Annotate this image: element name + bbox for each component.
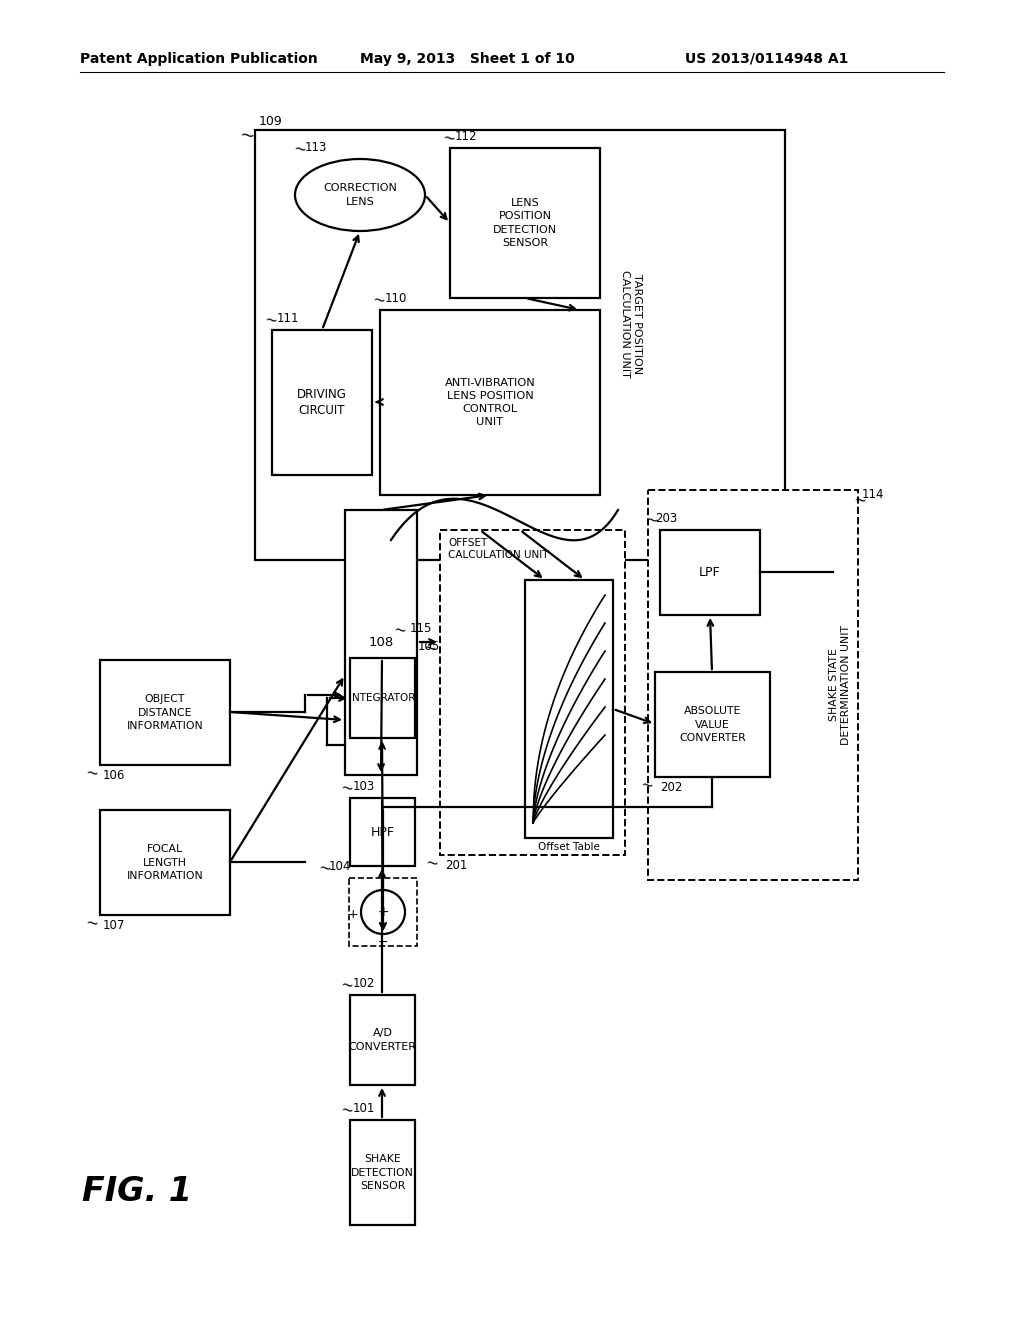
Text: OFFSET
CALCULATION UNIT: OFFSET CALCULATION UNIT	[449, 539, 549, 560]
Text: HPF: HPF	[371, 825, 394, 838]
Bar	[345, 510, 417, 775]
Text: +: +	[377, 906, 389, 919]
Text: ~: ~	[441, 129, 457, 147]
Bar	[648, 490, 858, 880]
Bar	[350, 657, 415, 738]
Text: +: +	[347, 908, 358, 920]
Text: 103: 103	[353, 780, 375, 793]
Text: LPF: LPF	[699, 566, 721, 579]
Bar	[440, 531, 625, 855]
Bar	[255, 129, 785, 560]
Bar	[350, 995, 415, 1085]
Text: ~: ~	[639, 776, 654, 793]
Text: 202: 202	[660, 781, 682, 795]
Text: 113: 113	[305, 141, 328, 154]
Text: Offset Table: Offset Table	[538, 842, 600, 851]
Text: ~: ~	[263, 312, 279, 329]
Bar	[525, 579, 613, 838]
Text: −: −	[378, 936, 388, 949]
Bar	[349, 878, 417, 946]
Text: ~: ~	[372, 292, 387, 309]
Text: ~: ~	[84, 764, 99, 781]
Text: A/D
CONVERTER: A/D CONVERTER	[348, 1028, 417, 1052]
Bar	[100, 810, 230, 915]
Text: 111: 111	[278, 312, 299, 325]
Text: 110: 110	[385, 292, 408, 305]
Text: OBJECT
DISTANCE
INFORMATION: OBJECT DISTANCE INFORMATION	[127, 694, 204, 731]
Text: ~: ~	[339, 1101, 354, 1118]
Text: ~: ~	[238, 125, 256, 147]
Text: SHAKE
DETECTION
SENSOR: SHAKE DETECTION SENSOR	[351, 1154, 414, 1191]
Circle shape	[361, 890, 406, 935]
Text: FOCAL
LENGTH
INFORMATION: FOCAL LENGTH INFORMATION	[127, 845, 204, 880]
Text: CORRECTION
LENS: CORRECTION LENS	[323, 183, 397, 207]
Text: 102: 102	[353, 977, 376, 990]
Text: 105: 105	[418, 640, 440, 653]
Text: Patent Application Publication: Patent Application Publication	[80, 51, 317, 66]
Text: LENS
POSITION
DETECTION
SENSOR: LENS POSITION DETECTION SENSOR	[493, 198, 557, 248]
Bar	[660, 531, 760, 615]
Ellipse shape	[295, 158, 425, 231]
Text: ~: ~	[317, 859, 333, 876]
Text: ~: ~	[84, 915, 99, 932]
Text: ~: ~	[293, 140, 307, 157]
Text: ~: ~	[644, 512, 659, 528]
Text: 201: 201	[445, 859, 467, 873]
Text: 203: 203	[655, 512, 677, 525]
Text: TARGET POSITION
CALCULATION UNIT: TARGET POSITION CALCULATION UNIT	[620, 271, 642, 378]
Text: 115: 115	[410, 622, 432, 635]
Text: May 9, 2013   Sheet 1 of 10: May 9, 2013 Sheet 1 of 10	[360, 51, 574, 66]
Text: DRIVING
CIRCUIT: DRIVING CIRCUIT	[297, 388, 347, 417]
Bar	[450, 148, 600, 298]
Text: ~: ~	[339, 977, 354, 994]
Text: FIG. 1: FIG. 1	[82, 1175, 193, 1208]
Bar	[655, 672, 770, 777]
Text: 114: 114	[862, 488, 885, 502]
Text: 108: 108	[369, 636, 393, 649]
Text: ABSOLUTE
VALUE
CONVERTER: ABSOLUTE VALUE CONVERTER	[679, 706, 745, 743]
Text: 104: 104	[329, 861, 351, 873]
Text: 109: 109	[259, 115, 283, 128]
Text: ~: ~	[852, 491, 867, 508]
Text: 107: 107	[103, 919, 125, 932]
Text: ~: ~	[423, 639, 437, 656]
Bar	[380, 310, 600, 495]
Text: US 2013/0114948 A1: US 2013/0114948 A1	[685, 51, 848, 66]
Text: 101: 101	[353, 1102, 376, 1115]
Text: ~: ~	[339, 780, 354, 796]
Text: ~: ~	[392, 622, 408, 639]
Bar	[350, 1119, 415, 1225]
Text: INTEGRATOR: INTEGRATOR	[349, 693, 416, 704]
Bar	[100, 660, 230, 766]
Text: ANTI-VIBRATION
LENS POSITION
CONTROL
UNIT: ANTI-VIBRATION LENS POSITION CONTROL UNI…	[444, 378, 536, 428]
Text: 112: 112	[455, 129, 477, 143]
Text: SHAKE STATE
DETERMINATION UNIT: SHAKE STATE DETERMINATION UNIT	[829, 624, 851, 744]
Bar	[272, 330, 372, 475]
Text: 106: 106	[103, 770, 125, 781]
Bar	[350, 799, 415, 866]
Text: ~: ~	[424, 854, 439, 871]
